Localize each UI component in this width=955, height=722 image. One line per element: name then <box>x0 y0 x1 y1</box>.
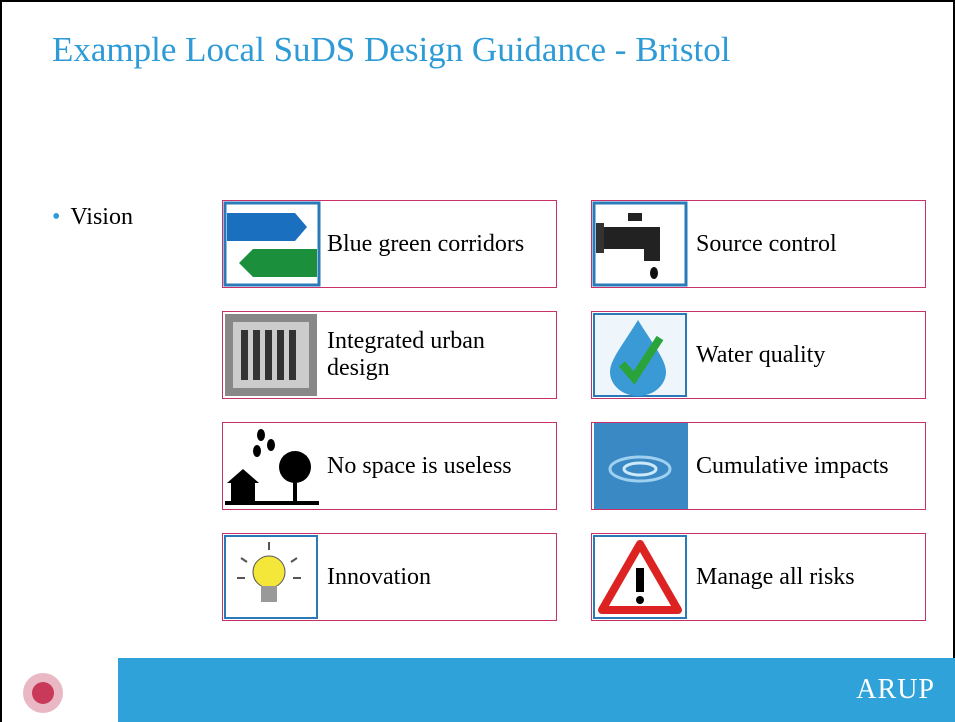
item-label: Innovation <box>327 534 548 620</box>
item-label: Manage all risks <box>696 534 917 620</box>
item-box: Integrated urban design <box>222 311 557 399</box>
icon-warning <box>592 534 690 620</box>
item-label: Cumulative impacts <box>696 423 917 509</box>
item-box: No space is useless <box>222 422 557 510</box>
icon-tap <box>592 201 690 287</box>
item-box: Source control <box>591 200 926 288</box>
bullet: Vision <box>52 204 133 231</box>
icon-arrows <box>223 201 321 287</box>
icon-house-tree <box>223 423 321 509</box>
footer-brand: ARUP <box>856 674 935 706</box>
icon-drop <box>592 312 690 398</box>
item-label: Blue green corridors <box>327 201 548 287</box>
item-label: Source control <box>696 201 917 287</box>
item-box: Manage all risks <box>591 533 926 621</box>
footer-bar: ARUP <box>118 658 955 722</box>
logo <box>18 670 68 716</box>
item-box: Cumulative impacts <box>591 422 926 510</box>
icon-bulb <box>223 534 321 620</box>
title: Example Local SuDS Design Guidance - Bri… <box>52 30 730 70</box>
icon-grate <box>223 312 321 398</box>
item-box: Innovation <box>222 533 557 621</box>
item-label: Water quality <box>696 312 917 398</box>
item-box: Water quality <box>591 311 926 399</box>
item-label: No space is useless <box>327 423 548 509</box>
icon-ripple <box>592 423 690 509</box>
item-label: Integrated urban design <box>327 312 548 398</box>
slide: Example Local SuDS Design Guidance - Bri… <box>0 0 955 722</box>
item-box: Blue green corridors <box>222 200 557 288</box>
